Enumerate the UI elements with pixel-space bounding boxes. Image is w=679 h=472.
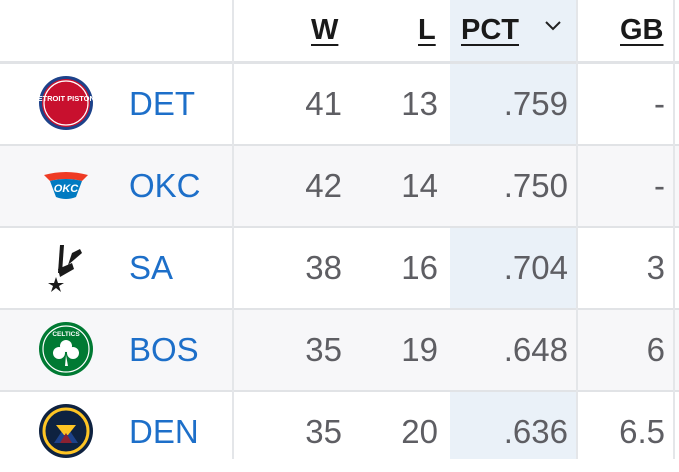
games-back: 3 [646, 249, 665, 286]
win-pct: .750 [503, 167, 568, 204]
team-link-okc[interactable]: OKC [129, 167, 201, 204]
column-divider [576, 0, 578, 459]
win-pct: .636 [503, 413, 568, 450]
thunder-logo: OKC [44, 172, 88, 199]
standings-table: W L PCT GB DETROIT PISTONS DET 41 13 .75… [0, 0, 679, 459]
team-link-sa[interactable]: SA [129, 249, 174, 286]
row-divider [0, 390, 679, 392]
games-back: - [654, 167, 665, 204]
pistons-logo: DETROIT PISTONS [38, 76, 94, 130]
celtics-logo: CELTICS [39, 322, 93, 376]
team-link-det[interactable]: DET [129, 85, 195, 122]
wins: 42 [305, 167, 342, 204]
losses: 20 [401, 413, 438, 450]
games-back: 6.5 [619, 413, 665, 450]
svg-text:OKC: OKC [54, 183, 80, 195]
chevron-down-icon[interactable] [542, 14, 564, 36]
losses: 14 [401, 167, 438, 204]
wins: 38 [305, 249, 342, 286]
table-row[interactable]: DEN 35 20 .636 6.5 [0, 392, 679, 472]
table-header: W L PCT GB [0, 0, 679, 62]
col-header-l[interactable]: L [418, 14, 436, 46]
games-back: - [654, 85, 665, 122]
table-row[interactable]: CELTICS BOS 35 19 .648 6 [0, 310, 679, 390]
losses: 16 [401, 249, 438, 286]
header-divider [0, 61, 679, 64]
wins: 35 [305, 413, 342, 450]
win-pct: .704 [503, 249, 568, 286]
team-link-bos[interactable]: BOS [129, 331, 199, 368]
wins: 41 [305, 85, 342, 122]
games-back: 6 [646, 331, 665, 368]
losses: 13 [401, 85, 438, 122]
spurs-logo [48, 245, 82, 292]
team-link-den[interactable]: DEN [129, 413, 199, 450]
col-header-gb[interactable]: GB [620, 14, 664, 46]
win-pct: .648 [503, 331, 568, 368]
losses: 19 [401, 331, 438, 368]
table-row[interactable]: OKC OKC 42 14 .750 - [0, 146, 679, 226]
column-divider [673, 0, 675, 459]
col-header-pct[interactable]: PCT [461, 14, 519, 46]
table-row[interactable]: DETROIT PISTONS DET 41 13 .759 - [0, 64, 679, 144]
win-pct: .759 [503, 85, 568, 122]
wins: 35 [305, 331, 342, 368]
table-row[interactable]: SA 38 16 .704 3 [0, 228, 679, 308]
svg-text:CELTICS: CELTICS [52, 331, 80, 338]
row-divider [0, 144, 679, 146]
column-divider [232, 0, 234, 459]
col-header-w[interactable]: W [311, 14, 339, 46]
row-divider [0, 226, 679, 228]
nuggets-logo [39, 404, 93, 458]
row-divider [0, 308, 679, 310]
svg-text:DETROIT PISTONS: DETROIT PISTONS [38, 94, 94, 103]
